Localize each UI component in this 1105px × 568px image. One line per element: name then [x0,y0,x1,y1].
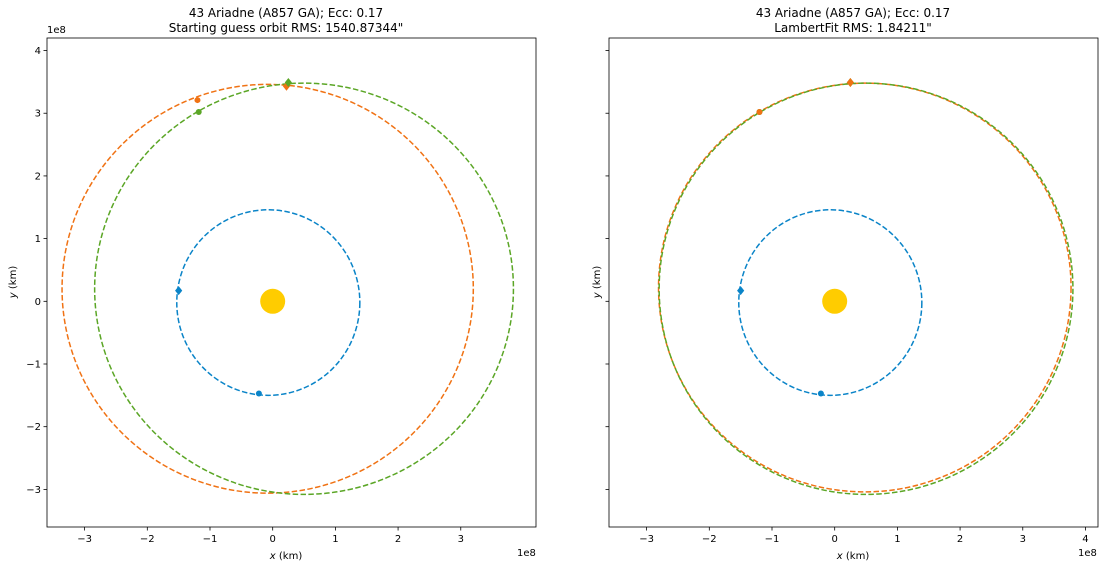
chart-title-line2: LambertFit RMS: 1.84211" [774,21,932,35]
x-tick-label: −3 [639,534,654,545]
y-tick-label: 0 [35,297,41,308]
position-marker [255,390,262,397]
x-tick-label: −1 [765,534,780,545]
x-tick-label: −3 [77,534,92,545]
y-tick-label: 1 [35,234,41,245]
chart-title-line1: 43 Ariadne (A857 GA); Ecc: 0.17 [189,6,383,20]
position-marker [284,78,292,88]
y-tick-label: 3 [35,109,41,120]
x-axis-label: x (km) [836,551,870,562]
sun-marker [822,288,848,314]
plot-content [61,78,515,496]
x-offset-label: 1e8 [517,548,536,559]
y-tick-label: −3 [26,485,41,496]
position-marker [195,108,202,115]
orbit-path [61,83,475,494]
x-tick-label: −2 [702,534,717,545]
orbit-path [176,209,361,397]
x-tick-label: 3 [458,534,464,545]
chart-title-line2: Starting guess orbit RMS: 1540.87344" [169,21,404,35]
axes-frame [46,37,537,528]
x-tick-label: 2 [395,534,401,545]
y-axis-label: y (km) [592,266,603,300]
y-offset-label: 1e8 [47,25,66,36]
y-tick-label: −1 [26,360,41,371]
position-marker [175,286,183,296]
sun-marker [260,288,286,314]
orbit-path [738,209,923,397]
y-tick-label: 4 [35,46,41,57]
orbit-path [658,82,1074,496]
panel-left: 43 Ariadne (A857 GA); Ecc: 0.17 Starting… [8,6,537,562]
position-marker [817,390,824,397]
axes-frame [608,37,1099,528]
x-offset-label: 1e8 [1078,548,1097,559]
x-tick-label: −1 [203,534,218,545]
y-tick-label: −2 [26,422,41,433]
x-tick-label: 1 [332,534,338,545]
x-tick-label: 0 [270,534,276,545]
x-tick-label: 4 [1082,534,1088,545]
position-marker [756,108,763,115]
y-axis-label: y (km) [8,266,19,300]
position-marker [846,78,854,88]
orbit-path [657,82,1072,493]
position-marker [194,97,201,104]
x-tick-label: 3 [1020,534,1026,545]
x-tick-label: 0 [832,534,838,545]
plot-content [657,78,1074,496]
x-tick-label: −2 [140,534,155,545]
y-tick-label: 2 [35,171,41,182]
x-tick-label: 1 [894,534,900,545]
x-axis-label: x (km) [269,551,303,562]
panel-right: 43 Ariadne (A857 GA); Ecc: 0.17 LambertF… [592,6,1099,562]
plot-area: −3 −2 −1 0 1 2 3 4 [605,37,1099,545]
x-tick-label: 2 [957,534,963,545]
plot-area: −3 −2 −1 0 1 2 3 −3 −2 −1 0 1 2 3 4 [26,37,537,545]
chart-title-line1: 43 Ariadne (A857 GA); Ecc: 0.17 [756,6,950,20]
orbit-path [93,82,515,496]
position-marker [737,286,745,296]
